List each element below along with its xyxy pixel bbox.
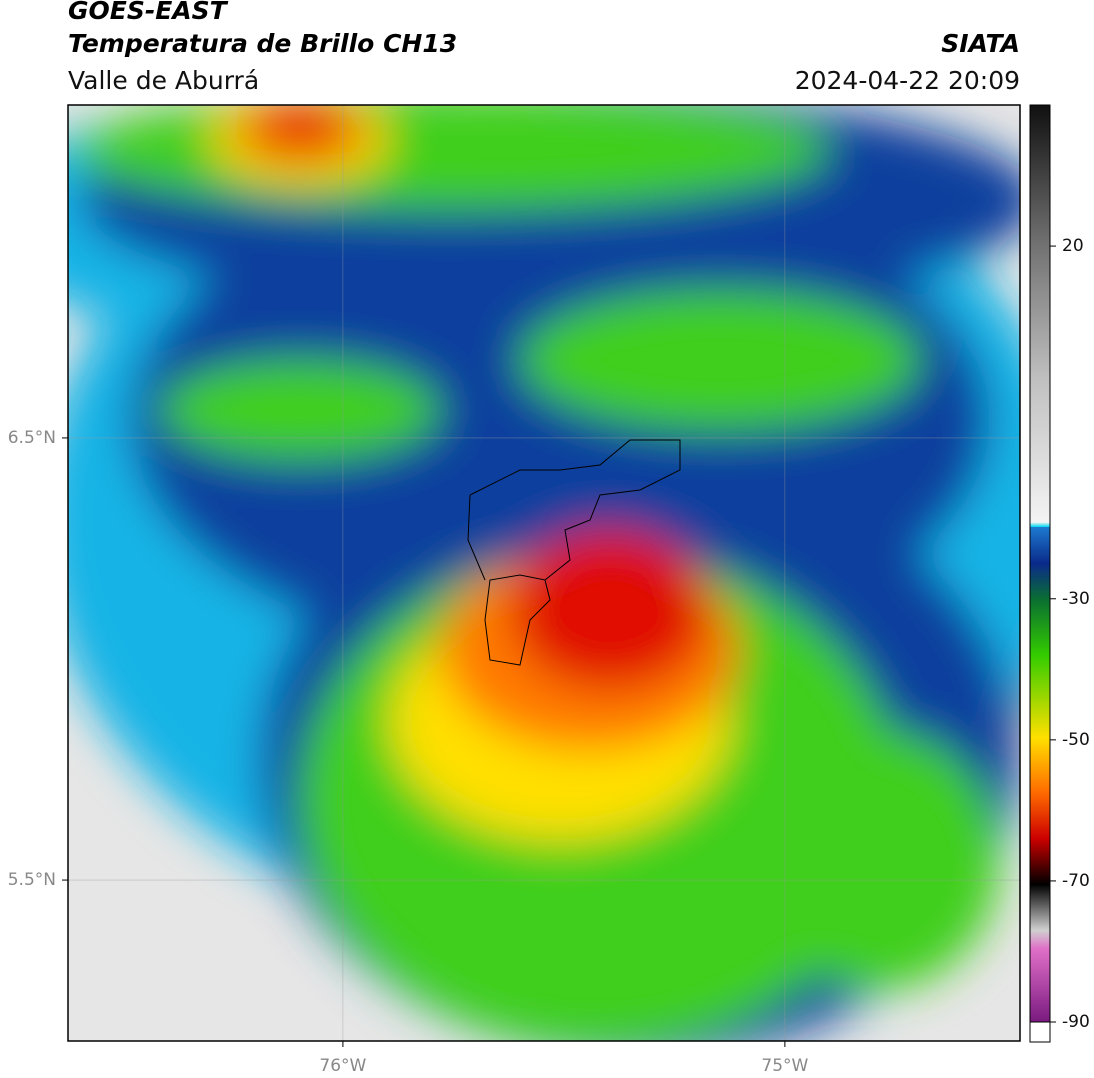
- source: SIATA: [941, 29, 1020, 58]
- colorbar-tick-label: -70: [1062, 871, 1090, 891]
- colorbar: [1030, 105, 1050, 1022]
- subtitle: Temperatura de Brillo CH13: [68, 29, 457, 58]
- temperature-field: [68, 105, 1020, 1041]
- colorbar-tick-label: -30: [1062, 589, 1090, 609]
- y-tick-label: 6.5°N: [8, 428, 56, 448]
- x-tick-label: 75°W: [761, 1056, 808, 1076]
- colorbar-under: [1029, 1021, 1051, 1043]
- colorbar-tick-label: -50: [1062, 730, 1090, 750]
- plot-frame: [67, 104, 1021, 1042]
- title: GOES-EAST: [68, 0, 229, 25]
- x-tick-label: 76°W: [319, 1056, 366, 1076]
- municipality-outline: [467, 439, 681, 666]
- colorbar-frame: [1029, 104, 1051, 1043]
- timestamp: 2024-04-22 20:09: [795, 66, 1020, 95]
- colorbar-tick-label: -90: [1062, 1012, 1090, 1032]
- grid: [68, 105, 1020, 1041]
- colorbar-tick-label: 20: [1062, 236, 1084, 256]
- region: Valle de Aburrá: [68, 66, 259, 95]
- y-tick-label: 5.5°N: [8, 870, 56, 890]
